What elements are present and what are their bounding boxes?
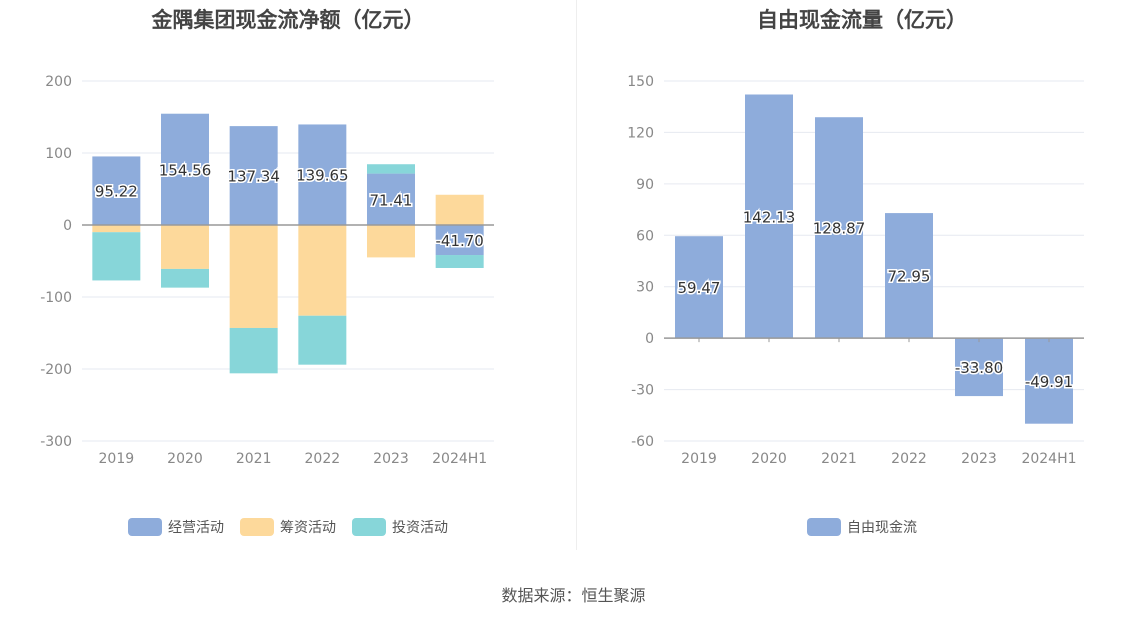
bar-投资活动-2019 xyxy=(92,232,141,281)
data-label: 128.87 xyxy=(813,220,866,238)
bar-投资活动-2023 xyxy=(367,164,415,174)
x-tick-label: 2020 xyxy=(167,451,203,467)
x-tick-label: 2022 xyxy=(891,451,927,467)
data-label: 142.13 xyxy=(743,208,796,226)
y-tick-label: -100 xyxy=(40,290,72,306)
right-chart-legend: 自由现金流 xyxy=(577,517,1147,537)
bar-自由现金流-2024H1 xyxy=(1025,338,1073,424)
data-label: 59.47 xyxy=(678,279,721,297)
bar-筹资活动-2023 xyxy=(367,225,415,258)
x-tick-label: 2019 xyxy=(99,451,135,467)
bar-经营活动-2020 xyxy=(161,113,209,225)
y-tick-label: -200 xyxy=(40,362,72,378)
data-label: -41.70 xyxy=(435,232,483,250)
x-tick-label: 2021 xyxy=(821,451,857,467)
legend-label: 筹资活动 xyxy=(280,520,336,536)
legend-swatch xyxy=(807,518,841,536)
y-tick-label: -300 xyxy=(40,434,72,450)
bar-投资活动-2021 xyxy=(229,327,278,374)
y-tick-label: 30 xyxy=(636,280,654,296)
data-label: 139.65 xyxy=(296,167,349,185)
right-chart-title: 自由现金流量（亿元） xyxy=(757,8,967,32)
bar-自由现金流-2022 xyxy=(885,213,933,339)
bar-经营活动-2024H1 xyxy=(435,225,484,256)
bar-投资活动-2020 xyxy=(161,268,209,288)
data-label: 95.22 xyxy=(95,183,138,201)
x-tick-label: 2020 xyxy=(751,451,787,467)
bar-自由现金流-2023 xyxy=(955,338,1003,397)
y-tick-label: -60 xyxy=(631,434,654,450)
x-tick-label: 2019 xyxy=(681,451,717,467)
left-chart-title: 金隅集团现金流净额（亿元） xyxy=(151,8,425,32)
bar-经营活动-2021 xyxy=(229,126,278,225)
panel-divider xyxy=(576,0,577,550)
legend-label: 经营活动 xyxy=(168,520,224,536)
legend-swatch xyxy=(240,518,274,536)
bar-筹资活动-2019 xyxy=(92,225,141,233)
y-tick-label: -30 xyxy=(631,383,654,399)
data-label: 137.34 xyxy=(227,168,280,186)
bar-经营活动-2022 xyxy=(298,124,347,225)
y-tick-label: 90 xyxy=(636,177,654,193)
x-tick-label: 2021 xyxy=(236,451,272,467)
x-tick-label: 2023 xyxy=(961,451,997,467)
legend-item[interactable]: 筹资活动 xyxy=(240,517,336,537)
bar-自由现金流-2019 xyxy=(675,236,723,339)
y-tick-label: 100 xyxy=(45,146,72,162)
x-tick-label: 2023 xyxy=(373,451,409,467)
y-tick-label: 150 xyxy=(627,74,654,90)
bar-投资活动-2024H1 xyxy=(435,255,484,268)
x-tick-label: 2022 xyxy=(305,451,341,467)
y-tick-label: 60 xyxy=(636,228,654,244)
bar-自由现金流-2020 xyxy=(745,94,793,339)
bar-筹资活动-2024H1 xyxy=(435,194,484,225)
bar-自由现金流-2021 xyxy=(815,117,863,339)
y-tick-label: 0 xyxy=(63,218,72,234)
data-label: 71.41 xyxy=(370,191,413,209)
data-label: 72.95 xyxy=(888,268,931,286)
legend-item[interactable]: 投资活动 xyxy=(352,517,448,537)
x-tick-label: 2024H1 xyxy=(432,451,487,467)
cashflow-net-chart: 200 100 0 -100 -200 -300 2019 2020 2021 2022 2023 2… xyxy=(40,74,494,467)
legend-swatch xyxy=(128,518,162,536)
legend-label: 投资活动 xyxy=(392,520,448,536)
data-source-note: 数据来源：恒生聚源 xyxy=(501,586,646,605)
bar-经营活动-2019 xyxy=(92,156,141,225)
bar-经营活动-2023 xyxy=(367,173,415,225)
free-cashflow-chart: 150 120 90 60 30 0 -30 -60 2019 2020 2021 2022 2023 2… xyxy=(627,74,1084,467)
bar-筹资活动-2022 xyxy=(298,225,347,316)
legend-label: 自由现金流 xyxy=(847,520,917,536)
bar-筹资活动-2020 xyxy=(161,225,209,269)
x-tick-label: 2024H1 xyxy=(1021,451,1076,467)
left-chart-legend: 经营活动 筹资活动 投资活动 xyxy=(0,517,576,537)
y-tick-label: 0 xyxy=(645,331,654,347)
legend-item[interactable]: 经营活动 xyxy=(128,517,224,537)
data-label: -33.80 xyxy=(955,359,1003,377)
y-tick-label: 120 xyxy=(627,125,654,141)
bar-筹资活动-2021 xyxy=(229,225,278,328)
legend-item[interactable]: 自由现金流 xyxy=(807,517,917,537)
legend-swatch xyxy=(352,518,386,536)
bar-投资活动-2022 xyxy=(298,315,347,365)
free-cashflow-chart-panel: 自由现金流量（亿元） 150 120 90 60 30 0 -30 -60 2019 2020 20… xyxy=(577,0,1147,550)
data-label: -49.91 xyxy=(1025,373,1073,391)
data-label: 154.56 xyxy=(159,161,212,179)
cashflow-net-chart-panel: 金隅集团现金流净额（亿元） 200 100 0 -100 -200 -300 2019 202… xyxy=(0,0,576,550)
y-tick-label: 200 xyxy=(45,74,72,90)
